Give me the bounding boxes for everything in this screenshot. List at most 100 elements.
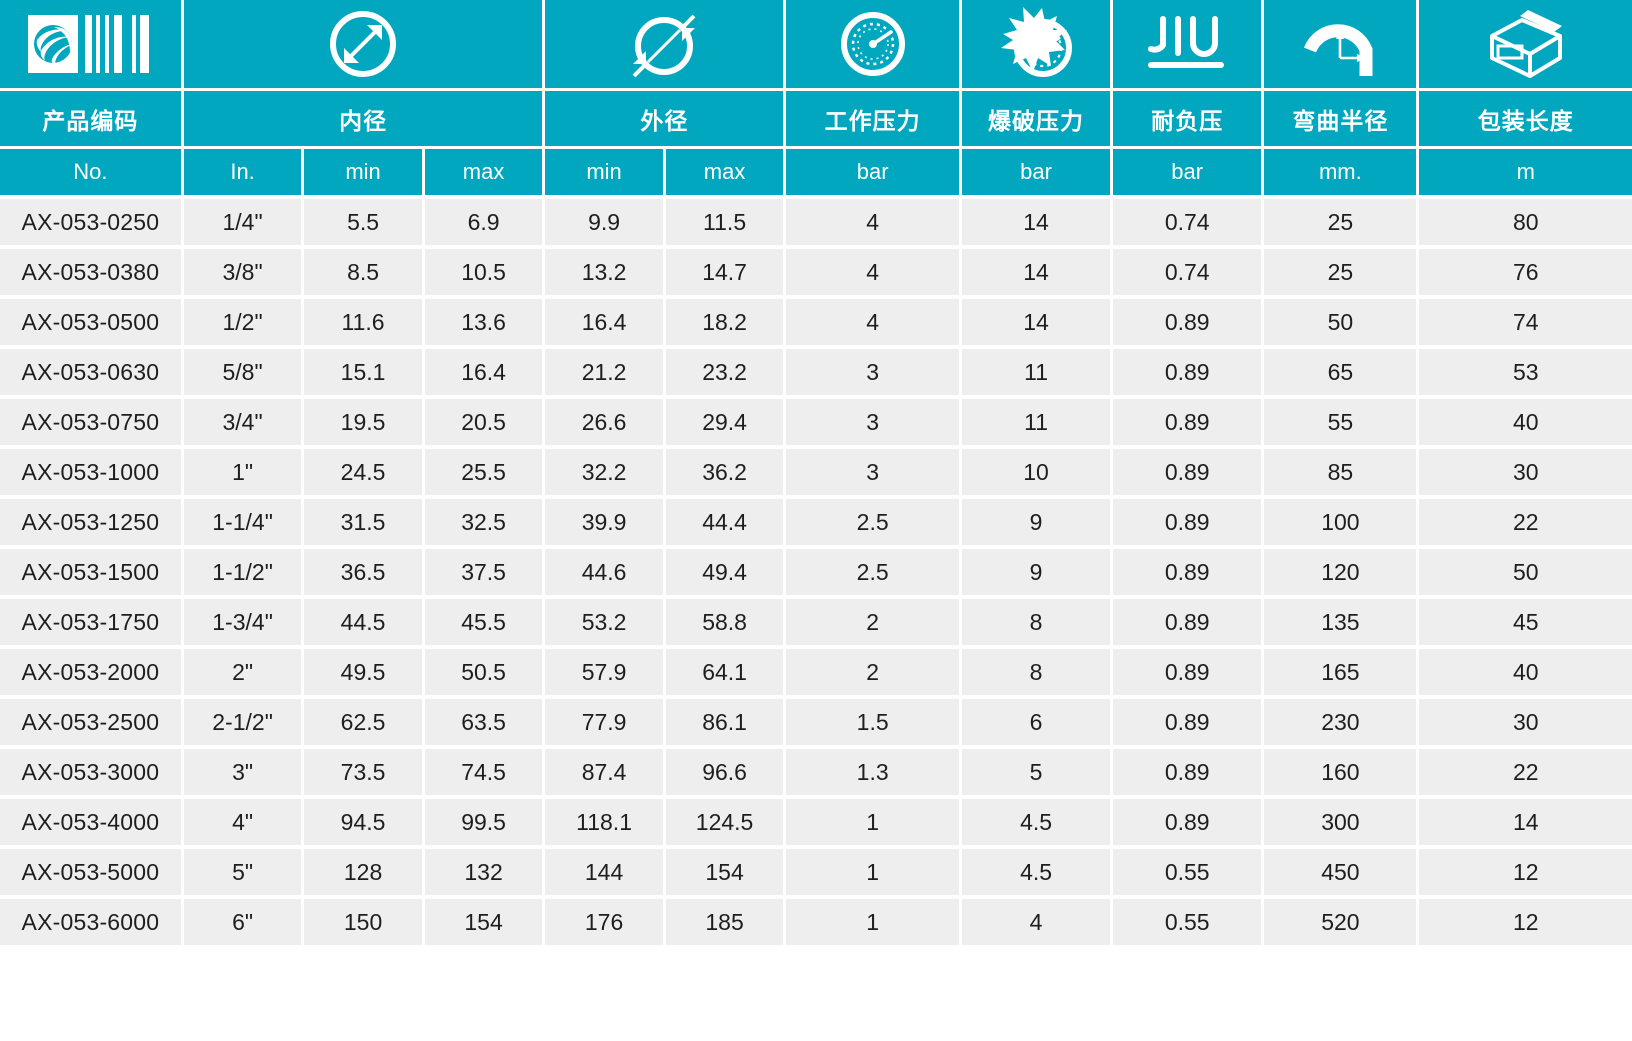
cell-id-min: 49.5 bbox=[304, 649, 425, 699]
header-icon-cell-package-length bbox=[1419, 0, 1632, 91]
header-unit-no: No. bbox=[0, 149, 184, 199]
cell-working-pressure: 1.5 bbox=[786, 699, 962, 749]
cell-od-min: 57.9 bbox=[545, 649, 666, 699]
cell-burst-pressure: 9 bbox=[961, 549, 1114, 599]
header-title-package-length: 包装长度 bbox=[1419, 91, 1632, 149]
cell-vacuum: 0.89 bbox=[1113, 399, 1265, 449]
cell-inch: 3/8" bbox=[183, 249, 305, 299]
cell-package-length: 30 bbox=[1419, 449, 1632, 499]
cell-od-max: 23.2 bbox=[665, 349, 787, 399]
cell-id-min: 5.5 bbox=[304, 199, 425, 249]
table-row: AX-053-0380 3/8" 8.5 10.5 13.2 14.7 4 14 0.74 25 7… bbox=[0, 249, 1632, 299]
cell-id-min: 8.5 bbox=[304, 249, 425, 299]
cell-id-min: 24.5 bbox=[304, 449, 425, 499]
header-unit-inch: In. bbox=[183, 149, 305, 199]
cell-vacuum: 0.74 bbox=[1113, 249, 1265, 299]
cell-product-code: AX-053-2000 bbox=[0, 649, 184, 699]
cell-od-max: 124.5 bbox=[665, 799, 787, 849]
cell-burst-pressure: 9 bbox=[961, 499, 1114, 549]
cell-bend-radius: 160 bbox=[1264, 749, 1420, 799]
cell-inch: 2" bbox=[183, 649, 305, 699]
bend-radius-icon bbox=[1264, 0, 1416, 88]
cell-bend-radius: 230 bbox=[1264, 699, 1420, 749]
cell-inch: 1/4" bbox=[183, 199, 305, 249]
header-title-row: 产品编码 内径 外径 工作压力 爆破压力 耐负压 弯曲半径 包装长度 bbox=[0, 91, 1632, 149]
cell-product-code: AX-053-1500 bbox=[0, 549, 184, 599]
cell-product-code: AX-053-0380 bbox=[0, 249, 184, 299]
header-icon-cell-inner-diameter bbox=[183, 0, 546, 91]
cell-vacuum: 0.74 bbox=[1113, 199, 1265, 249]
cell-vacuum: 0.89 bbox=[1113, 749, 1265, 799]
cell-package-length: 14 bbox=[1419, 799, 1632, 849]
cell-working-pressure: 2 bbox=[786, 649, 962, 699]
cell-od-max: 44.4 bbox=[665, 499, 787, 549]
header-unit-vacuum: bar bbox=[1113, 149, 1265, 199]
cell-id-max: 63.5 bbox=[424, 699, 546, 749]
cell-id-max: 10.5 bbox=[424, 249, 546, 299]
cell-working-pressure: 1.3 bbox=[786, 749, 962, 799]
cell-od-min: 32.2 bbox=[545, 449, 666, 499]
cell-inch: 3/4" bbox=[183, 399, 305, 449]
cell-vacuum: 0.55 bbox=[1113, 899, 1265, 949]
cell-product-code: AX-053-4000 bbox=[0, 799, 184, 849]
cell-id-min: 19.5 bbox=[304, 399, 425, 449]
cell-od-max: 64.1 bbox=[665, 649, 787, 699]
cell-vacuum: 0.89 bbox=[1113, 649, 1265, 699]
cell-id-max: 32.5 bbox=[424, 499, 546, 549]
cell-id-min: 128 bbox=[304, 849, 425, 899]
cell-id-max: 45.5 bbox=[424, 599, 546, 649]
cell-package-length: 50 bbox=[1419, 549, 1632, 599]
cell-od-min: 39.9 bbox=[545, 499, 666, 549]
cell-product-code: AX-053-3000 bbox=[0, 749, 184, 799]
cell-package-length: 40 bbox=[1419, 649, 1632, 699]
cell-od-max: 86.1 bbox=[665, 699, 787, 749]
cell-od-min: 53.2 bbox=[545, 599, 666, 649]
cell-od-max: 29.4 bbox=[665, 399, 787, 449]
cell-inch: 1-1/4" bbox=[183, 499, 305, 549]
cell-working-pressure: 2.5 bbox=[786, 499, 962, 549]
cell-inch: 1-3/4" bbox=[183, 599, 305, 649]
table-row: AX-053-1000 1" 24.5 25.5 32.2 36.2 3 10 0.89 85 30 bbox=[0, 449, 1632, 499]
cell-id-min: 15.1 bbox=[304, 349, 425, 399]
cell-od-min: 44.6 bbox=[545, 549, 666, 599]
header-icon-cell-product-code bbox=[0, 0, 184, 91]
inner-diameter-icon bbox=[184, 0, 543, 88]
cell-id-min: 150 bbox=[304, 899, 425, 949]
cell-id-max: 37.5 bbox=[424, 549, 546, 599]
cell-product-code: AX-053-0630 bbox=[0, 349, 184, 399]
cell-package-length: 53 bbox=[1419, 349, 1632, 399]
header-title-inner-diameter: 内径 bbox=[183, 91, 546, 149]
table-row: AX-053-1750 1-3/4" 44.5 45.5 53.2 58.8 2 8 0.89 1… bbox=[0, 599, 1632, 649]
cell-od-min: 21.2 bbox=[545, 349, 666, 399]
cell-id-max: 20.5 bbox=[424, 399, 546, 449]
table-row: AX-053-5000 5" 128 132 144 154 1 4.5 0.55 450 12 bbox=[0, 849, 1632, 899]
cell-id-min: 44.5 bbox=[304, 599, 425, 649]
header-icon-row bbox=[0, 0, 1632, 91]
hose-specification-table: 产品编码 内径 外径 工作压力 爆破压力 耐负压 弯曲半径 包装长度 No. I… bbox=[0, 0, 1632, 949]
cell-package-length: 12 bbox=[1419, 849, 1632, 899]
table-row: AX-053-3000 3" 73.5 74.5 87.4 96.6 1.3 5 0.89 160… bbox=[0, 749, 1632, 799]
header-title-product-code: 产品编码 bbox=[0, 91, 184, 149]
cell-od-max: 18.2 bbox=[665, 299, 787, 349]
cell-od-max: 185 bbox=[665, 899, 787, 949]
cell-vacuum: 0.55 bbox=[1113, 849, 1265, 899]
cell-id-max: 6.9 bbox=[424, 199, 546, 249]
cell-id-min: 36.5 bbox=[304, 549, 425, 599]
table-row: AX-053-0250 1/4" 5.5 6.9 9.9 11.5 4 14 0.74 25 80 bbox=[0, 199, 1632, 249]
header-icon-cell-vacuum bbox=[1113, 0, 1265, 91]
cell-vacuum: 0.89 bbox=[1113, 599, 1265, 649]
header-title-vacuum: 耐负压 bbox=[1113, 91, 1265, 149]
cell-inch: 5/8" bbox=[183, 349, 305, 399]
cell-bend-radius: 520 bbox=[1264, 899, 1420, 949]
cell-inch: 3" bbox=[183, 749, 305, 799]
cell-package-length: 76 bbox=[1419, 249, 1632, 299]
burst-pressure-icon bbox=[962, 0, 1110, 88]
vacuum-icon bbox=[1113, 0, 1261, 88]
cell-inch: 5" bbox=[183, 849, 305, 899]
cell-burst-pressure: 4 bbox=[961, 899, 1114, 949]
cell-product-code: AX-053-0250 bbox=[0, 199, 184, 249]
header-icon-cell-working-pressure bbox=[786, 0, 962, 91]
cell-burst-pressure: 8 bbox=[961, 649, 1114, 699]
cell-package-length: 22 bbox=[1419, 749, 1632, 799]
cell-od-max: 36.2 bbox=[665, 449, 787, 499]
